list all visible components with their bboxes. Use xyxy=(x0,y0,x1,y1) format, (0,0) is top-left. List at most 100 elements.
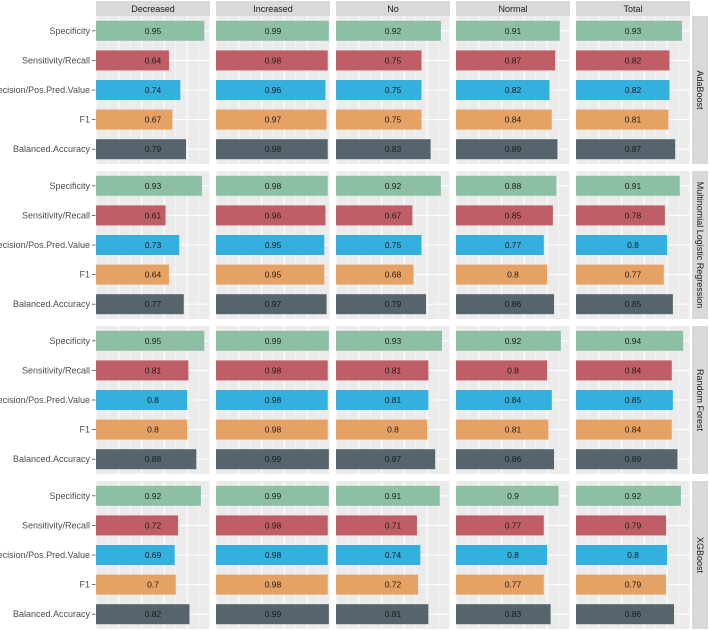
column-strip-label: Normal xyxy=(498,4,527,14)
bar xyxy=(216,419,328,440)
bar xyxy=(336,330,443,351)
bar xyxy=(216,485,329,506)
bar xyxy=(456,604,551,625)
row-strip-label: XGBoost xyxy=(695,537,705,574)
bar-value-label: 0.69 xyxy=(145,550,162,560)
bar xyxy=(96,50,169,71)
bar xyxy=(96,545,175,565)
bar-value-label: 0.92 xyxy=(505,336,522,346)
bar-value-label: 0.98 xyxy=(265,550,282,560)
bar xyxy=(456,139,558,160)
y-tick-label: Specificity xyxy=(49,491,90,501)
bar xyxy=(96,20,205,41)
y-tick-label: Sensitivity/Recall xyxy=(22,55,90,65)
bar-value-label: 0.98 xyxy=(265,395,282,405)
bar-value-label: 0.8 xyxy=(507,550,519,560)
bar-value-label: 0.77 xyxy=(505,520,522,530)
bar xyxy=(216,294,327,315)
bar-value-label: 0.84 xyxy=(505,115,522,125)
bar xyxy=(456,80,550,100)
bar-value-label: 0.75 xyxy=(385,85,402,95)
bar-value-label: 0.98 xyxy=(265,181,282,191)
bar-value-label: 0.8 xyxy=(147,395,159,405)
bar-value-label: 0.98 xyxy=(265,55,282,65)
y-tick-label: F1 xyxy=(79,115,90,125)
bar xyxy=(216,20,329,41)
y-tick-label: Balanced.Accuracy xyxy=(13,144,91,154)
bar xyxy=(456,419,549,440)
bar xyxy=(576,80,670,100)
bar-value-label: 0.85 xyxy=(505,210,522,220)
bar xyxy=(576,574,667,595)
bar xyxy=(96,264,169,285)
bar-value-label: 0.95 xyxy=(265,270,282,280)
bar xyxy=(576,20,683,41)
bar-value-label: 0.8 xyxy=(147,425,159,435)
bar-value-label: 0.82 xyxy=(145,609,162,619)
bar-value-label: 0.67 xyxy=(145,115,162,125)
bar xyxy=(456,205,553,226)
bar xyxy=(456,360,548,381)
bar-value-label: 0.72 xyxy=(145,520,162,530)
bar-value-label: 0.97 xyxy=(265,115,282,125)
y-tick-label: Balanced.Accuracy xyxy=(13,454,91,464)
bar xyxy=(456,330,561,351)
bar-value-label: 0.61 xyxy=(145,210,162,220)
bar xyxy=(576,485,681,506)
bar xyxy=(456,515,544,536)
y-tick-label: Specificity xyxy=(49,26,90,36)
bar xyxy=(96,80,181,100)
bar-value-label: 0.91 xyxy=(625,181,642,191)
row-strip-label: AdaBoost xyxy=(695,70,705,110)
bar-value-label: 0.7 xyxy=(147,580,159,590)
bar-value-label: 0.75 xyxy=(385,115,402,125)
bar xyxy=(216,360,328,381)
bar xyxy=(336,264,414,285)
bar-value-label: 0.87 xyxy=(625,144,642,154)
bar-value-label: 0.79 xyxy=(385,299,402,309)
bar xyxy=(336,449,436,470)
bar xyxy=(336,80,422,100)
bar-value-label: 0.98 xyxy=(265,144,282,154)
bar-value-label: 0.8 xyxy=(507,270,519,280)
bar xyxy=(576,235,668,255)
bar-value-label: 0.99 xyxy=(265,491,282,501)
bar-value-label: 0.68 xyxy=(385,270,402,280)
bar-value-label: 0.77 xyxy=(505,240,522,250)
bar xyxy=(336,485,440,506)
row-strip xyxy=(692,16,708,164)
bar xyxy=(576,109,669,130)
y-tick-label: Specificity xyxy=(49,181,90,191)
bar xyxy=(336,390,429,410)
bar-value-label: 0.77 xyxy=(145,299,162,309)
bar xyxy=(96,330,205,351)
bar xyxy=(456,294,555,315)
y-tick-label: F1 xyxy=(79,270,90,280)
bar xyxy=(336,20,441,41)
bar-value-label: 0.75 xyxy=(385,55,402,65)
bar xyxy=(216,109,327,130)
bar xyxy=(576,390,673,410)
bar-value-label: 0.92 xyxy=(625,491,642,501)
bar-value-label: 0.81 xyxy=(385,395,402,405)
bar xyxy=(96,604,190,625)
bar-value-label: 0.64 xyxy=(145,270,162,280)
bar xyxy=(216,80,326,100)
row-strip xyxy=(692,326,708,474)
bar-value-label: 0.9 xyxy=(507,491,519,501)
bar xyxy=(456,390,552,410)
bar-value-label: 0.82 xyxy=(505,85,522,95)
bar xyxy=(216,515,328,536)
bar-value-label: 0.93 xyxy=(625,26,642,36)
bar xyxy=(456,449,555,470)
bar-value-label: 0.99 xyxy=(265,26,282,36)
row-strip xyxy=(692,481,708,629)
bar xyxy=(216,390,328,410)
bar xyxy=(336,175,441,196)
bar-value-label: 0.85 xyxy=(625,395,642,405)
bar xyxy=(336,139,431,160)
bar xyxy=(576,294,673,315)
bar-value-label: 0.8 xyxy=(627,240,639,250)
bar-value-label: 0.83 xyxy=(385,144,402,154)
bar xyxy=(576,264,664,285)
